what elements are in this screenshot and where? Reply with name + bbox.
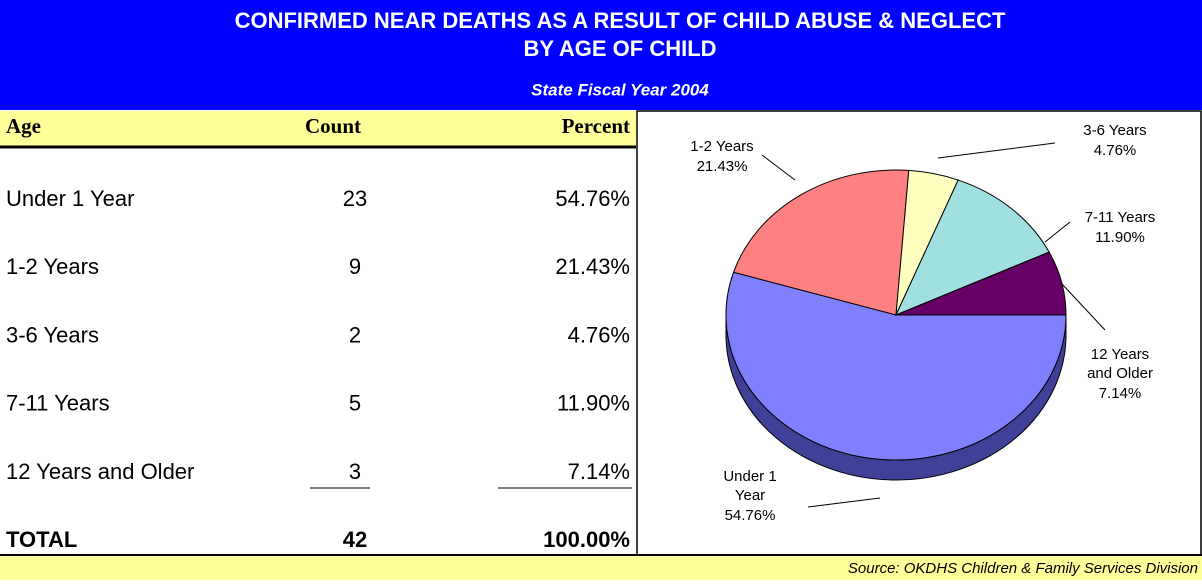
slice-label: 3-6 Years: [1083, 122, 1146, 139]
slice-value: 21.43%: [697, 158, 748, 175]
label-line: Under 1: [723, 468, 776, 485]
total-cell: TOTAL: [6, 527, 77, 552]
leader-line: [807, 497, 881, 508]
pie-slice: [895, 179, 1050, 316]
table-cell: 7.14%: [568, 459, 630, 484]
table-cell: 2: [349, 322, 361, 347]
table-cell: 9: [349, 254, 361, 279]
column-header: Count: [305, 114, 361, 138]
leader-line: [937, 142, 1056, 159]
subtitle: State Fiscal Year 2004: [531, 80, 709, 99]
slice-value: 7.14%: [1099, 385, 1142, 402]
slice-value: 54.76%: [725, 507, 776, 524]
table-cell: 11.90%: [557, 391, 630, 416]
leader-line: [761, 154, 796, 181]
table-header: [0, 111, 636, 146]
total-cell: 100.00%: [543, 527, 630, 552]
table-cell: 7-11 Years: [6, 391, 110, 416]
slice-label: 12 Years and Older: [1087, 346, 1153, 382]
pie-chart: Under 1 Year 54.76% 1-2 Years 21.43% 3-6 Year…: [690, 122, 1155, 524]
table-cell: 21.43%: [555, 254, 630, 279]
pie-slice: [732, 169, 910, 316]
table-cell: 3: [349, 459, 361, 484]
table-cell: 12 Years and Older: [6, 459, 194, 484]
footer: [0, 556, 1202, 580]
table-cell: 5: [349, 391, 361, 416]
slice-label: Under 1 Year: [723, 468, 776, 504]
label-line: 12 Years: [1091, 346, 1149, 363]
title-line: CONFIRMED NEAR DEATHS AS A RESULT OF CHI…: [235, 8, 1006, 33]
slice-label: 7-11 Years: [1085, 209, 1156, 226]
pie-slice: [725, 271, 1067, 461]
title-line: BY AGE OF CHILD: [523, 36, 716, 61]
table-cell: 54.76%: [555, 186, 630, 211]
table-cell: 4.76%: [568, 322, 630, 347]
header-band: [0, 0, 1202, 110]
label-line: and Older: [1087, 365, 1153, 382]
table-cell: 3-6 Years: [6, 322, 99, 347]
slice-label: 1-2 Years: [690, 138, 753, 155]
slice-value: 4.76%: [1094, 142, 1137, 159]
slice-value: 11.90%: [1095, 229, 1145, 246]
table-cell: Under 1 Year: [6, 186, 134, 211]
total-cell: 42: [343, 527, 367, 552]
label-line: 3-6 Years: [1083, 122, 1146, 139]
pie-slice: [895, 251, 1067, 316]
leader-line: [1061, 283, 1106, 331]
label-line: Year: [735, 487, 765, 504]
leader-line: [1044, 221, 1071, 243]
column-header: Age: [6, 114, 41, 138]
table-cell: 1-2 Years: [6, 254, 99, 279]
label-line: 7-11 Years: [1085, 209, 1156, 226]
table-cell: 23: [343, 186, 367, 211]
column-header: Percent: [562, 114, 630, 138]
label-line: 1-2 Years: [690, 138, 753, 155]
source: Source: OKDHS Children & Family Services…: [848, 560, 1198, 577]
